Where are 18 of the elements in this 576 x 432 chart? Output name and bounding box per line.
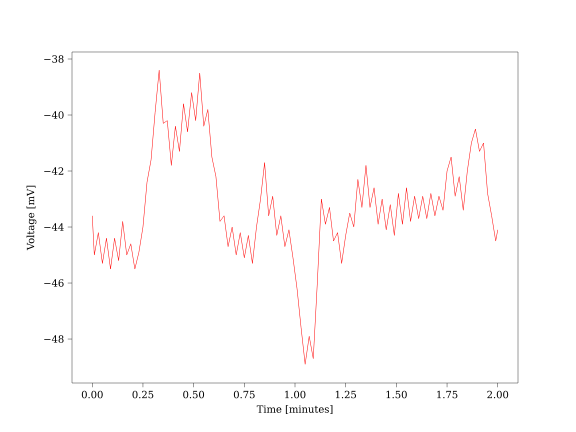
x-tick-label: 1.75 xyxy=(437,390,458,398)
x-tick-label: 0.25 xyxy=(132,390,154,398)
x-tick-label: 0.50 xyxy=(183,390,204,398)
x-tick-label: 1.25 xyxy=(336,390,356,398)
y-tick-label: −40 xyxy=(44,111,64,119)
y-tick-label: −42 xyxy=(44,167,64,175)
x-tick-label: 1.00 xyxy=(285,390,306,398)
y-tick-label: −48 xyxy=(44,335,64,343)
y-tick-label: −38 xyxy=(44,55,64,63)
x-axis-title: Time [minutes] xyxy=(256,405,332,414)
y-axis-title: Voltage [mV] xyxy=(26,186,36,250)
x-tick-label: 0.75 xyxy=(234,390,255,398)
x-tick-label: 2.00 xyxy=(487,390,508,398)
y-tick-label: −44 xyxy=(44,223,64,231)
x-tick-label: 1.50 xyxy=(386,390,407,398)
y-tick-label: −46 xyxy=(44,279,64,287)
x-tick-label: 0.00 xyxy=(82,390,103,398)
line-series xyxy=(92,70,498,364)
